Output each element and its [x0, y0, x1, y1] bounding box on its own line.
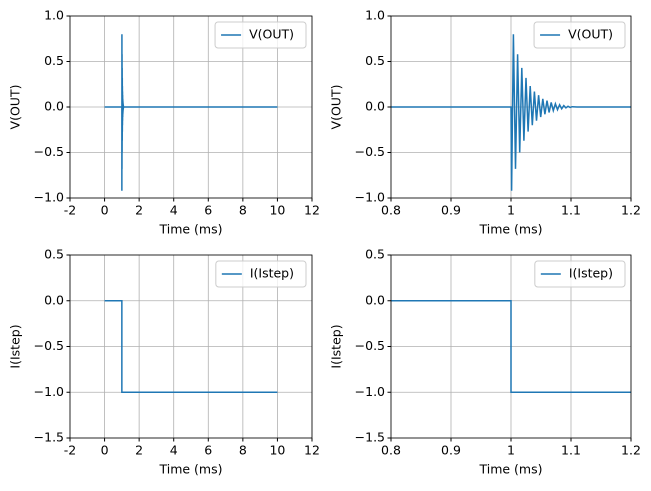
x-tick-label: 10 — [269, 203, 285, 218]
subplot: 0.8 0.9 1 1.1 1.2 −1.5 −1.0 −0.5 0.0 0.5 Time (ms)… — [329, 247, 641, 477]
x-tick-label: -2 — [64, 203, 76, 218]
x-tick-label: 1.1 — [561, 443, 581, 458]
y-tick-label: −1.5 — [355, 430, 385, 445]
subplot: 0.8 0.9 1 1.1 1.2 −1.0 −0.5 0.0 0.5 1.0 Time (ms) V… — [329, 8, 641, 237]
x-axis-label: Time (ms) — [158, 462, 222, 477]
legend: V(OUT) — [214, 21, 307, 49]
x-tick-label: 1 — [507, 443, 515, 458]
x-axis-label: Time (ms) — [478, 462, 542, 477]
y-tick-label: 0.5 — [365, 247, 385, 262]
axes-frame — [390, 15, 632, 199]
y-tick-label: 1.0 — [44, 8, 64, 23]
y-tick-label: −1.0 — [34, 384, 64, 399]
x-tick-label: 0 — [101, 203, 109, 218]
x-tick-label: 12 — [304, 203, 320, 218]
y-tick-label: 0.5 — [365, 53, 385, 68]
x-tick-label: 1 — [507, 203, 515, 218]
x-tick-label: 0.9 — [441, 203, 461, 218]
y-axis-label: I(Istep) — [8, 324, 23, 368]
x-tick-label: 6 — [204, 203, 212, 218]
x-tick-label: 10 — [269, 443, 285, 458]
subplot: -2 0 2 4 6 8 10 12 −1.0 −0.5 0.0 0.5 1.0 Time (ms) V(O… — [8, 8, 320, 237]
y-tick-label: 0.0 — [44, 99, 64, 114]
x-tick-label: 1.1 — [561, 203, 581, 218]
axes-frame — [69, 15, 313, 199]
y-tick-label: 0.5 — [44, 247, 64, 262]
y-tick-label: 0.0 — [365, 292, 385, 307]
x-axis-label: Time (ms) — [158, 222, 222, 237]
legend-frame — [534, 260, 626, 288]
y-tick-label: 1.0 — [365, 8, 385, 23]
y-axis-label: I(Istep) — [329, 324, 344, 368]
y-tick-label: −1.0 — [355, 384, 385, 399]
legend: I(Istep) — [215, 260, 307, 288]
data-line — [104, 34, 278, 191]
x-tick-label: 0.9 — [441, 443, 461, 458]
y-axis-label: V(OUT) — [329, 85, 344, 130]
legend: I(Istep) — [534, 260, 626, 288]
y-tick-label: −0.5 — [34, 144, 64, 159]
legend-label: I(Istep) — [569, 266, 613, 281]
x-tick-label: -2 — [64, 443, 76, 458]
x-tick-label: 0 — [101, 443, 109, 458]
legend-label: V(OUT) — [568, 27, 613, 42]
y-axis-label: V(OUT) — [8, 85, 23, 130]
x-tick-label: 8 — [239, 443, 247, 458]
y-tick-label: −0.5 — [355, 338, 385, 353]
x-tick-label: 2 — [135, 203, 143, 218]
legend-frame — [214, 21, 307, 49]
x-tick-label: 1.2 — [621, 203, 641, 218]
y-tick-label: 0.0 — [44, 292, 64, 307]
data-line — [391, 300, 631, 393]
data-line — [104, 300, 278, 393]
x-tick-label: 0.8 — [381, 203, 401, 218]
legend-frame — [533, 21, 626, 49]
legend: V(OUT) — [533, 21, 626, 49]
axes-frame — [390, 254, 632, 439]
legend-label: V(OUT) — [249, 27, 294, 42]
y-tick-label: 0.0 — [365, 99, 385, 114]
x-tick-label: 4 — [170, 443, 178, 458]
axes-frame — [69, 254, 313, 439]
x-tick-label: 1.2 — [621, 443, 641, 458]
y-tick-label: −0.5 — [34, 338, 64, 353]
legend-frame — [215, 260, 307, 288]
x-axis-label: Time (ms) — [478, 222, 542, 237]
y-tick-label: −1.0 — [34, 190, 64, 205]
y-tick-label: −1.0 — [355, 190, 385, 205]
y-tick-label: 0.5 — [44, 53, 64, 68]
x-tick-label: 6 — [204, 443, 212, 458]
legend-label: I(Istep) — [250, 266, 294, 281]
x-tick-label: 8 — [239, 203, 247, 218]
y-tick-label: −0.5 — [355, 144, 385, 159]
y-tick-label: −1.5 — [34, 430, 64, 445]
x-tick-label: 12 — [304, 443, 320, 458]
x-tick-label: 2 — [135, 443, 143, 458]
data-line — [391, 34, 631, 191]
subplot: -2 0 2 4 6 8 10 12 −1.5 −1.0 −0.5 0.0 0.5 Time (ms) I(… — [8, 247, 320, 477]
x-tick-label: 4 — [170, 203, 178, 218]
x-tick-label: 0.8 — [381, 443, 401, 458]
